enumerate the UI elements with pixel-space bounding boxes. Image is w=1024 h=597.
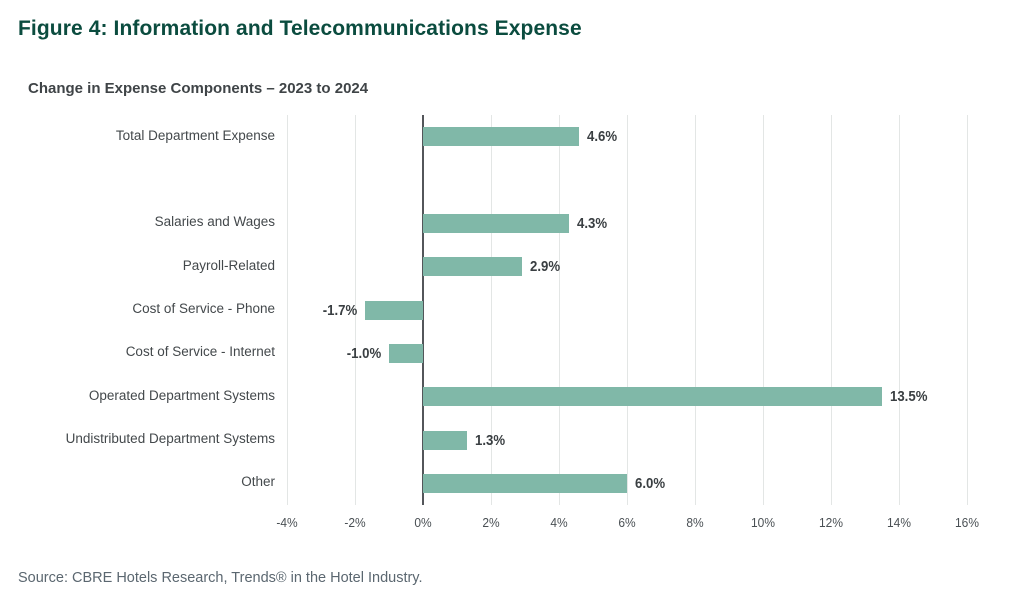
x-tick-label: 8% [686,515,704,530]
bar [423,213,570,233]
category-label: Other [241,474,275,490]
zero-axis-line [422,115,424,505]
plot-area: -4% -2% 0% 2% 4% 6% 8% 10% 12% 14% 16% 4.6% 4.3% 2.9%… [276,115,979,530]
category-label: Salaries and Wages [154,214,275,230]
value-label: 13.5% [890,388,928,406]
bar [423,127,580,147]
x-tick-label: 10% [751,515,775,530]
x-tick-label: 0% [414,515,432,530]
category-label: Cost of Service - Internet [125,344,275,360]
value-label: 6.0% [635,474,666,492]
x-tick-label: 2% [482,515,500,530]
gridline [490,115,492,505]
gridline [354,115,356,505]
category-label: Undistributed Department Systems [65,431,275,446]
x-tick-label: 6% [618,515,636,530]
category-label: Cost of Service - Phone [132,301,275,316]
value-label: 1.3% [475,431,506,449]
value-label: 2.9% [529,258,560,276]
gridline [694,115,696,505]
gridline [762,115,764,505]
bar [389,343,423,363]
value-label: 4.3% [577,214,608,232]
x-tick-label: 12% [819,515,843,530]
source-note: Source: CBRE Hotels Research, Trends® in… [18,570,423,586]
x-tick-label: -4% [276,515,298,530]
category-label: Payroll-Related [182,257,275,273]
gridline [966,115,968,505]
x-tick-label: 14% [887,515,911,530]
bar [423,387,882,407]
figure-title: Figure 4: Information and Telecommunicat… [18,17,582,40]
x-tick-label: 16% [955,515,979,530]
value-label: -1.0% [346,344,381,362]
bar [423,473,627,493]
chart-subtitle: Change in Expense Components – 2023 to 2… [28,80,369,97]
bar [423,257,522,277]
value-label: 4.6% [587,128,618,146]
category-label: Operated Department Systems [88,387,275,403]
gridline [558,115,560,505]
category-label: Total Department Expense [115,127,275,143]
value-label: -1.7% [322,301,358,319]
gridline [286,115,288,505]
bar [423,430,468,450]
gridline [830,115,832,505]
category-axis: Total Department Expense Salaries and Wag… [10,115,275,505]
x-tick-label: 4% [550,515,568,530]
bar [365,300,423,320]
x-tick-label: -2% [344,515,366,530]
gridline [626,115,628,505]
gridline [898,115,900,505]
